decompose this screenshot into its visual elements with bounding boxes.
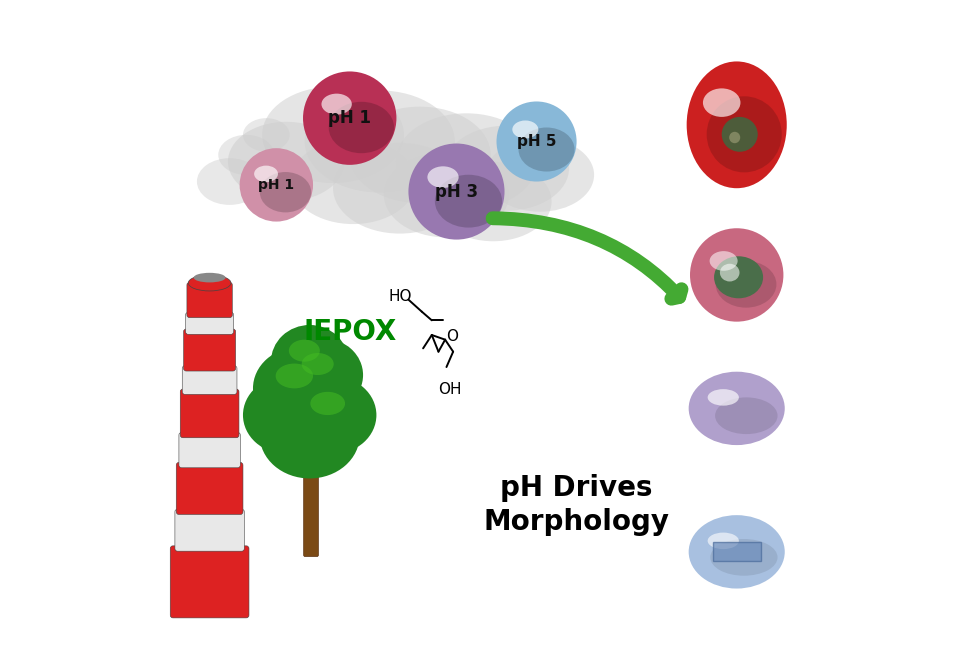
Ellipse shape [709, 251, 738, 271]
FancyBboxPatch shape [170, 546, 249, 618]
Ellipse shape [291, 139, 415, 224]
Ellipse shape [703, 88, 740, 117]
Ellipse shape [729, 132, 740, 143]
Ellipse shape [218, 135, 274, 175]
Text: HO: HO [388, 289, 412, 304]
Ellipse shape [349, 107, 490, 203]
FancyBboxPatch shape [176, 462, 243, 515]
Text: pH Drives
Morphology: pH Drives Morphology [484, 474, 669, 537]
FancyBboxPatch shape [184, 329, 235, 371]
Ellipse shape [689, 372, 785, 445]
Text: O: O [446, 329, 458, 344]
Text: pH 1: pH 1 [258, 178, 295, 192]
Ellipse shape [188, 275, 231, 291]
Ellipse shape [271, 325, 348, 399]
FancyBboxPatch shape [187, 282, 233, 318]
Ellipse shape [396, 113, 537, 210]
Ellipse shape [384, 152, 509, 237]
Ellipse shape [197, 158, 263, 205]
Ellipse shape [720, 264, 739, 281]
Ellipse shape [409, 143, 505, 240]
Ellipse shape [513, 121, 538, 139]
Text: pH 1: pH 1 [328, 109, 372, 127]
Ellipse shape [253, 347, 346, 429]
Ellipse shape [707, 533, 739, 549]
Ellipse shape [715, 397, 777, 434]
Ellipse shape [262, 86, 404, 183]
Ellipse shape [707, 389, 739, 405]
Text: OH: OH [438, 382, 461, 397]
Ellipse shape [302, 353, 334, 375]
Ellipse shape [275, 364, 313, 389]
Ellipse shape [689, 515, 785, 588]
Ellipse shape [239, 148, 313, 222]
Ellipse shape [496, 101, 577, 182]
FancyBboxPatch shape [186, 312, 234, 334]
FancyBboxPatch shape [179, 432, 240, 468]
FancyBboxPatch shape [175, 509, 244, 551]
Ellipse shape [303, 72, 396, 165]
Ellipse shape [305, 90, 454, 192]
Ellipse shape [290, 377, 377, 454]
Text: IEPOX: IEPOX [304, 318, 396, 346]
Ellipse shape [333, 143, 466, 234]
Ellipse shape [435, 175, 502, 228]
Ellipse shape [435, 162, 552, 241]
Ellipse shape [486, 138, 595, 212]
Ellipse shape [710, 539, 777, 576]
Ellipse shape [722, 117, 758, 152]
Ellipse shape [283, 338, 363, 412]
Ellipse shape [321, 94, 352, 115]
Ellipse shape [716, 261, 776, 308]
FancyBboxPatch shape [180, 389, 239, 438]
Ellipse shape [243, 377, 330, 454]
Text: pH 3: pH 3 [435, 182, 478, 200]
Ellipse shape [519, 127, 575, 172]
Ellipse shape [427, 166, 458, 188]
FancyBboxPatch shape [712, 542, 761, 561]
Ellipse shape [243, 118, 290, 151]
Ellipse shape [228, 122, 344, 201]
Ellipse shape [260, 392, 360, 478]
Ellipse shape [714, 256, 763, 298]
Ellipse shape [254, 165, 278, 182]
Ellipse shape [706, 96, 781, 172]
Ellipse shape [289, 340, 320, 362]
FancyBboxPatch shape [182, 366, 237, 395]
Ellipse shape [310, 392, 345, 415]
Ellipse shape [260, 172, 311, 212]
Ellipse shape [329, 102, 394, 153]
FancyBboxPatch shape [304, 474, 318, 557]
Ellipse shape [194, 273, 226, 283]
Ellipse shape [444, 126, 569, 211]
Ellipse shape [687, 62, 787, 188]
Text: pH 5: pH 5 [517, 134, 557, 149]
Ellipse shape [690, 228, 783, 322]
